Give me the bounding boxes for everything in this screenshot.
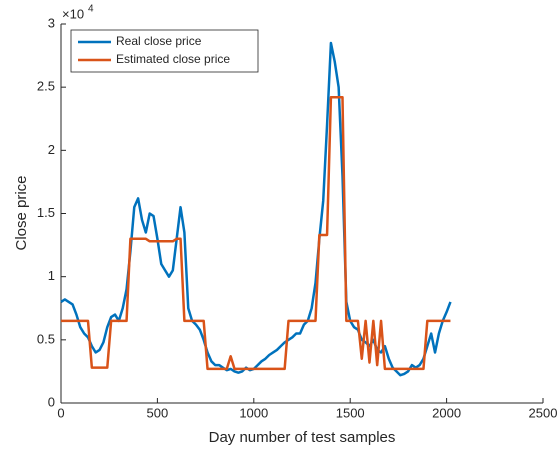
x-tick-label: 2500 <box>529 405 558 420</box>
x-tick-label: 0 <box>57 405 64 420</box>
y-tick-label: 3 <box>48 15 55 30</box>
x-tick-label: 1000 <box>239 405 268 420</box>
y-tick-label: 0 <box>48 394 55 409</box>
x-tick-label: 500 <box>147 405 169 420</box>
y-tick-label: 2 <box>48 142 55 157</box>
y-multiplier-base: ×10 <box>62 6 84 21</box>
x-axis-label: Day number of test samples <box>209 429 396 446</box>
y-multiplier-exponent: 4 <box>88 4 94 15</box>
data-line <box>61 96 451 371</box>
y-tick-label: 0.5 <box>37 331 55 346</box>
x-tick-label: 1500 <box>336 405 365 420</box>
legend-label: Real close price <box>116 34 202 48</box>
legend-box <box>70 29 259 73</box>
y-tick-label: 1 <box>48 268 55 283</box>
data-line <box>60 41 452 377</box>
x-tick-label: 2000 <box>432 405 461 420</box>
legend-label: Estimated close price <box>116 52 230 66</box>
y-tick-label: 2.5 <box>37 79 55 94</box>
y-tick-label: 1.5 <box>37 205 55 220</box>
y-axis-label: Close price <box>13 175 30 250</box>
